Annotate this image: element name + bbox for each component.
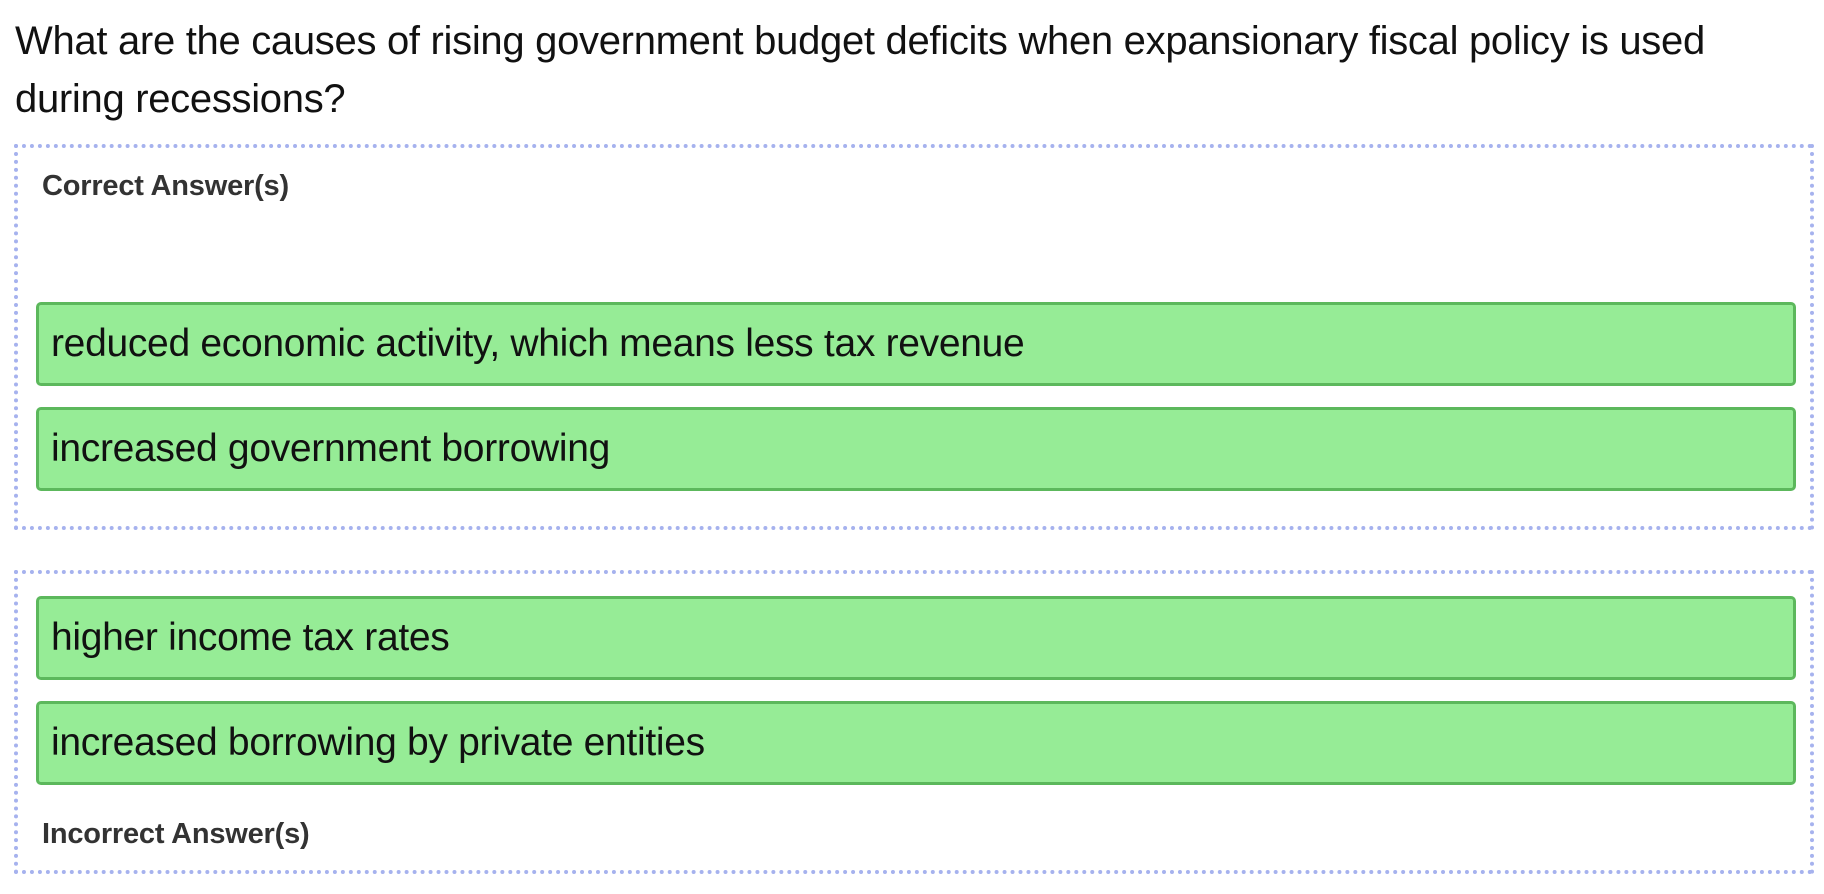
answer-card[interactable]: increased borrowing by private entities: [36, 701, 1796, 785]
question-text: What are the causes of rising government…: [15, 19, 1705, 121]
answer-card[interactable]: increased government borrowing: [36, 407, 1796, 491]
incorrect-answers-label: Incorrect Answer(s): [42, 818, 310, 850]
answer-card[interactable]: higher income tax rates: [36, 596, 1796, 680]
correct-answers-dropzone[interactable]: Correct Answer(s) reduced economic activ…: [14, 144, 1814, 530]
correct-answers-label: Correct Answer(s): [42, 170, 289, 202]
answer-card[interactable]: reduced economic activity, which means l…: [36, 302, 1796, 386]
incorrect-answers-dropzone[interactable]: higher income tax rates increased borrow…: [14, 570, 1814, 874]
